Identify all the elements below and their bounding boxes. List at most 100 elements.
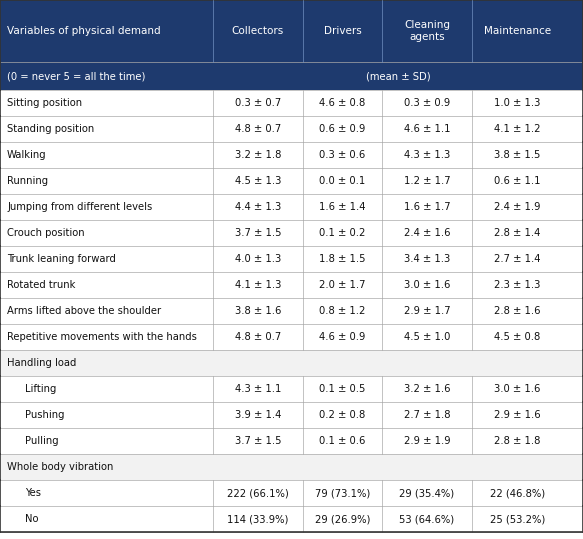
Bar: [0, 324, 583, 350]
Text: Sitting position: Sitting position: [7, 98, 82, 108]
Text: Standing position: Standing position: [7, 124, 94, 134]
Text: 2.9 ± 1.9: 2.9 ± 1.9: [404, 436, 450, 446]
Text: Drivers: Drivers: [324, 26, 361, 36]
Text: 2.7 ± 1.4: 2.7 ± 1.4: [494, 254, 540, 264]
Text: 4.3 ± 1.3: 4.3 ± 1.3: [404, 150, 450, 160]
Bar: [0, 454, 583, 480]
Text: 1.6 ± 1.7: 1.6 ± 1.7: [404, 202, 450, 212]
Text: Collectors: Collectors: [232, 26, 284, 36]
Text: 3.9 ± 1.4: 3.9 ± 1.4: [235, 410, 281, 420]
Text: 3.0 ± 1.6: 3.0 ± 1.6: [494, 384, 540, 394]
Text: Pushing: Pushing: [25, 410, 65, 420]
Text: 2.4 ± 1.6: 2.4 ± 1.6: [404, 228, 450, 238]
Text: Repetitive movements with the hands: Repetitive movements with the hands: [7, 332, 197, 342]
Text: 4.1 ± 1.2: 4.1 ± 1.2: [494, 124, 540, 134]
Text: 3.0 ± 1.6: 3.0 ± 1.6: [404, 280, 450, 290]
Text: 22 (46.8%): 22 (46.8%): [490, 488, 545, 498]
Text: 3.8 ± 1.6: 3.8 ± 1.6: [235, 306, 281, 316]
Bar: [0, 376, 583, 402]
Text: Running: Running: [7, 176, 48, 186]
Text: 2.7 ± 1.8: 2.7 ± 1.8: [404, 410, 450, 420]
Text: 4.8 ± 0.7: 4.8 ± 0.7: [235, 124, 281, 134]
Bar: [0, 116, 583, 142]
Bar: [0, 0, 583, 62]
Text: (0 = never 5 = all the time): (0 = never 5 = all the time): [7, 71, 145, 81]
Text: 3.8 ± 1.5: 3.8 ± 1.5: [494, 150, 540, 160]
Text: 29 (26.9%): 29 (26.9%): [315, 514, 370, 524]
Text: Walking: Walking: [7, 150, 47, 160]
Bar: [0, 90, 583, 116]
Text: 2.9 ± 1.6: 2.9 ± 1.6: [494, 410, 540, 420]
Text: Whole body vibration: Whole body vibration: [7, 462, 113, 472]
Text: 0.2 ± 0.8: 0.2 ± 0.8: [319, 410, 366, 420]
Bar: [0, 506, 583, 532]
Text: 1.6 ± 1.4: 1.6 ± 1.4: [319, 202, 366, 212]
Text: 3.7 ± 1.5: 3.7 ± 1.5: [235, 228, 281, 238]
Text: 25 (53.2%): 25 (53.2%): [490, 514, 545, 524]
Text: 0.6 ± 0.9: 0.6 ± 0.9: [319, 124, 366, 134]
Text: Pulling: Pulling: [25, 436, 59, 446]
Text: 1.0 ± 1.3: 1.0 ± 1.3: [494, 98, 540, 108]
Text: 2.0 ± 1.7: 2.0 ± 1.7: [319, 280, 366, 290]
Text: 4.6 ± 1.1: 4.6 ± 1.1: [404, 124, 450, 134]
Text: No: No: [25, 514, 38, 524]
Text: 0.1 ± 0.2: 0.1 ± 0.2: [319, 228, 366, 238]
Text: 2.3 ± 1.3: 2.3 ± 1.3: [494, 280, 540, 290]
Text: Jumping from different levels: Jumping from different levels: [7, 202, 152, 212]
Bar: [0, 402, 583, 428]
Text: 4.5 ± 1.0: 4.5 ± 1.0: [404, 332, 450, 342]
Text: Crouch position: Crouch position: [7, 228, 85, 238]
Text: 0.8 ± 1.2: 0.8 ± 1.2: [319, 306, 366, 316]
Bar: [0, 298, 583, 324]
Text: 0.0 ± 0.1: 0.0 ± 0.1: [319, 176, 366, 186]
Text: Yes: Yes: [25, 488, 41, 498]
Text: Maintenance: Maintenance: [484, 26, 551, 36]
Bar: [0, 168, 583, 194]
Text: 4.5 ± 0.8: 4.5 ± 0.8: [494, 332, 540, 342]
Text: Trunk leaning forward: Trunk leaning forward: [7, 254, 116, 264]
Text: 114 (33.9%): 114 (33.9%): [227, 514, 289, 524]
Text: 2.8 ± 1.8: 2.8 ± 1.8: [494, 436, 540, 446]
Bar: [0, 220, 583, 246]
Text: Rotated trunk: Rotated trunk: [7, 280, 75, 290]
Text: 0.3 ± 0.7: 0.3 ± 0.7: [235, 98, 281, 108]
Bar: [0, 428, 583, 454]
Text: 2.8 ± 1.6: 2.8 ± 1.6: [494, 306, 540, 316]
Text: 4.8 ± 0.7: 4.8 ± 0.7: [235, 332, 281, 342]
Text: 4.1 ± 1.3: 4.1 ± 1.3: [235, 280, 281, 290]
Bar: [0, 480, 583, 506]
Text: (mean ± SD): (mean ± SD): [366, 71, 430, 81]
Text: 3.4 ± 1.3: 3.4 ± 1.3: [404, 254, 450, 264]
Text: 53 (64.6%): 53 (64.6%): [399, 514, 455, 524]
Text: 0.1 ± 0.5: 0.1 ± 0.5: [319, 384, 366, 394]
Bar: [0, 246, 583, 272]
Text: 3.2 ± 1.6: 3.2 ± 1.6: [404, 384, 450, 394]
Text: 3.2 ± 1.8: 3.2 ± 1.8: [235, 150, 281, 160]
Text: Arms lifted above the shoulder: Arms lifted above the shoulder: [7, 306, 161, 316]
Text: 4.6 ± 0.8: 4.6 ± 0.8: [319, 98, 366, 108]
Text: 2.9 ± 1.7: 2.9 ± 1.7: [404, 306, 450, 316]
Text: 1.2 ± 1.7: 1.2 ± 1.7: [404, 176, 450, 186]
Bar: [0, 62, 583, 90]
Text: 4.4 ± 1.3: 4.4 ± 1.3: [235, 202, 281, 212]
Text: Handling load: Handling load: [7, 358, 76, 368]
Text: 2.4 ± 1.9: 2.4 ± 1.9: [494, 202, 540, 212]
Text: 29 (35.4%): 29 (35.4%): [399, 488, 455, 498]
Text: 0.3 ± 0.6: 0.3 ± 0.6: [319, 150, 366, 160]
Text: 3.7 ± 1.5: 3.7 ± 1.5: [235, 436, 281, 446]
Text: 222 (66.1%): 222 (66.1%): [227, 488, 289, 498]
Text: 4.3 ± 1.1: 4.3 ± 1.1: [235, 384, 281, 394]
Text: 4.6 ± 0.9: 4.6 ± 0.9: [319, 332, 366, 342]
Bar: [0, 194, 583, 220]
Text: 4.5 ± 1.3: 4.5 ± 1.3: [235, 176, 281, 186]
Text: 4.0 ± 1.3: 4.0 ± 1.3: [235, 254, 281, 264]
Bar: [0, 142, 583, 168]
Text: 2.8 ± 1.4: 2.8 ± 1.4: [494, 228, 540, 238]
Text: 0.6 ± 1.1: 0.6 ± 1.1: [494, 176, 540, 186]
Text: 1.8 ± 1.5: 1.8 ± 1.5: [319, 254, 366, 264]
Bar: [0, 272, 583, 298]
Bar: [0, 350, 583, 376]
Text: Variables of physical demand: Variables of physical demand: [7, 26, 161, 36]
Text: Cleaning
agents: Cleaning agents: [404, 20, 450, 42]
Text: 0.1 ± 0.6: 0.1 ± 0.6: [319, 436, 366, 446]
